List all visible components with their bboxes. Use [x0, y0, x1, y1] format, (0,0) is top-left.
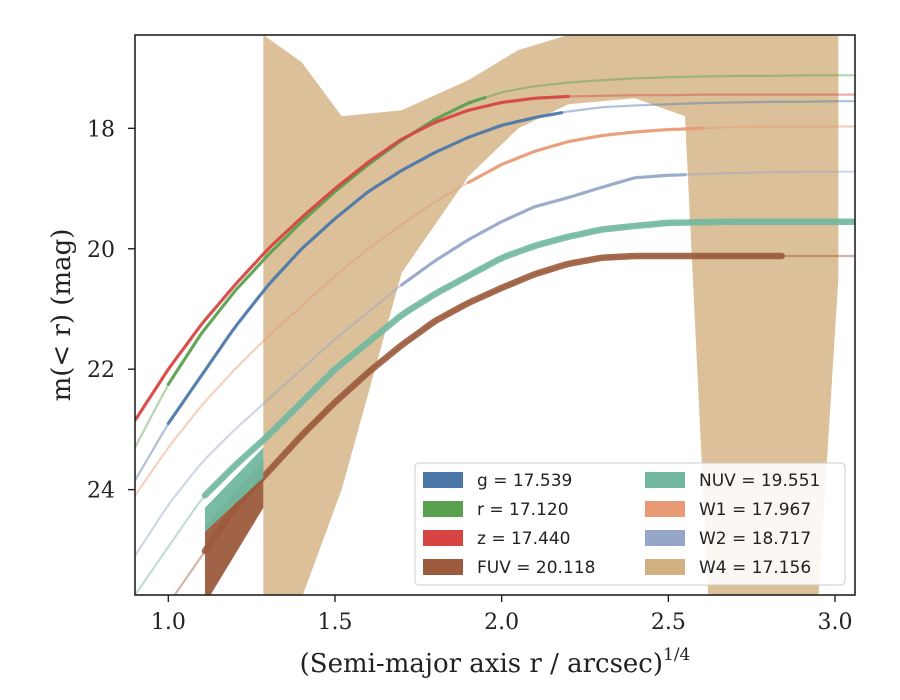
line-W1: [466, 126, 704, 185]
legend-swatch: [645, 559, 685, 575]
legend: g = 17.539 NUV = 19.551 r = 17.120 W1 = 17.…: [414, 462, 846, 586]
y-tick-label: 22: [87, 358, 115, 383]
x-tick-label: 1.0: [151, 610, 186, 635]
y-tick-label: 24: [87, 479, 115, 504]
legend-label: NUV = 19.551: [699, 471, 820, 491]
line-g: [166, 111, 564, 425]
legend-swatch: [423, 530, 463, 546]
x-tick-label: 3.0: [818, 610, 853, 635]
y-tick-label: 20: [87, 238, 115, 263]
line-NUV: [201, 218, 855, 499]
legend-swatch: [423, 501, 463, 517]
legend-label: W1 = 17.967: [699, 500, 811, 520]
legend-label: W2 = 18.717: [699, 529, 811, 549]
plot-frame: [134, 34, 856, 596]
y-tick-label: 18: [87, 117, 115, 142]
x-tick-label: 2.5: [651, 610, 686, 635]
inner-band-NUV: [205, 447, 264, 532]
y-axis-label: m(< r) (mag): [47, 229, 77, 402]
line-FUV: [201, 252, 785, 555]
x-tick-label: 1.5: [318, 610, 353, 635]
line-z: [135, 94, 570, 422]
legend-box: [414, 462, 846, 586]
line-W2: [400, 173, 687, 287]
legend-label: FUV = 20.118: [477, 558, 595, 578]
inner-band-FUV: [205, 459, 264, 595]
legend-swatch: [423, 472, 463, 488]
legend-swatch: [645, 501, 685, 517]
line-r: [166, 96, 487, 386]
legend-swatch: [645, 472, 685, 488]
x-axis-label: (Semi-major axis r / arcsec)1/4: [300, 645, 691, 679]
axis-ticks: 1.0 1.5 2.0 2.5 3.0 18 20 22 24: [87, 117, 853, 635]
legend-swatch: [645, 530, 685, 546]
x-tick-label: 2.0: [484, 610, 519, 635]
legend-label: z = 17.440: [477, 529, 570, 549]
plot-area: [135, 35, 855, 595]
legend-swatch: [423, 559, 463, 575]
legend-label: W4 = 17.156: [699, 558, 811, 578]
legend-label: r = 17.120: [477, 500, 569, 520]
legend-label: g = 17.539: [477, 471, 572, 491]
band-W4: [263, 35, 839, 595]
